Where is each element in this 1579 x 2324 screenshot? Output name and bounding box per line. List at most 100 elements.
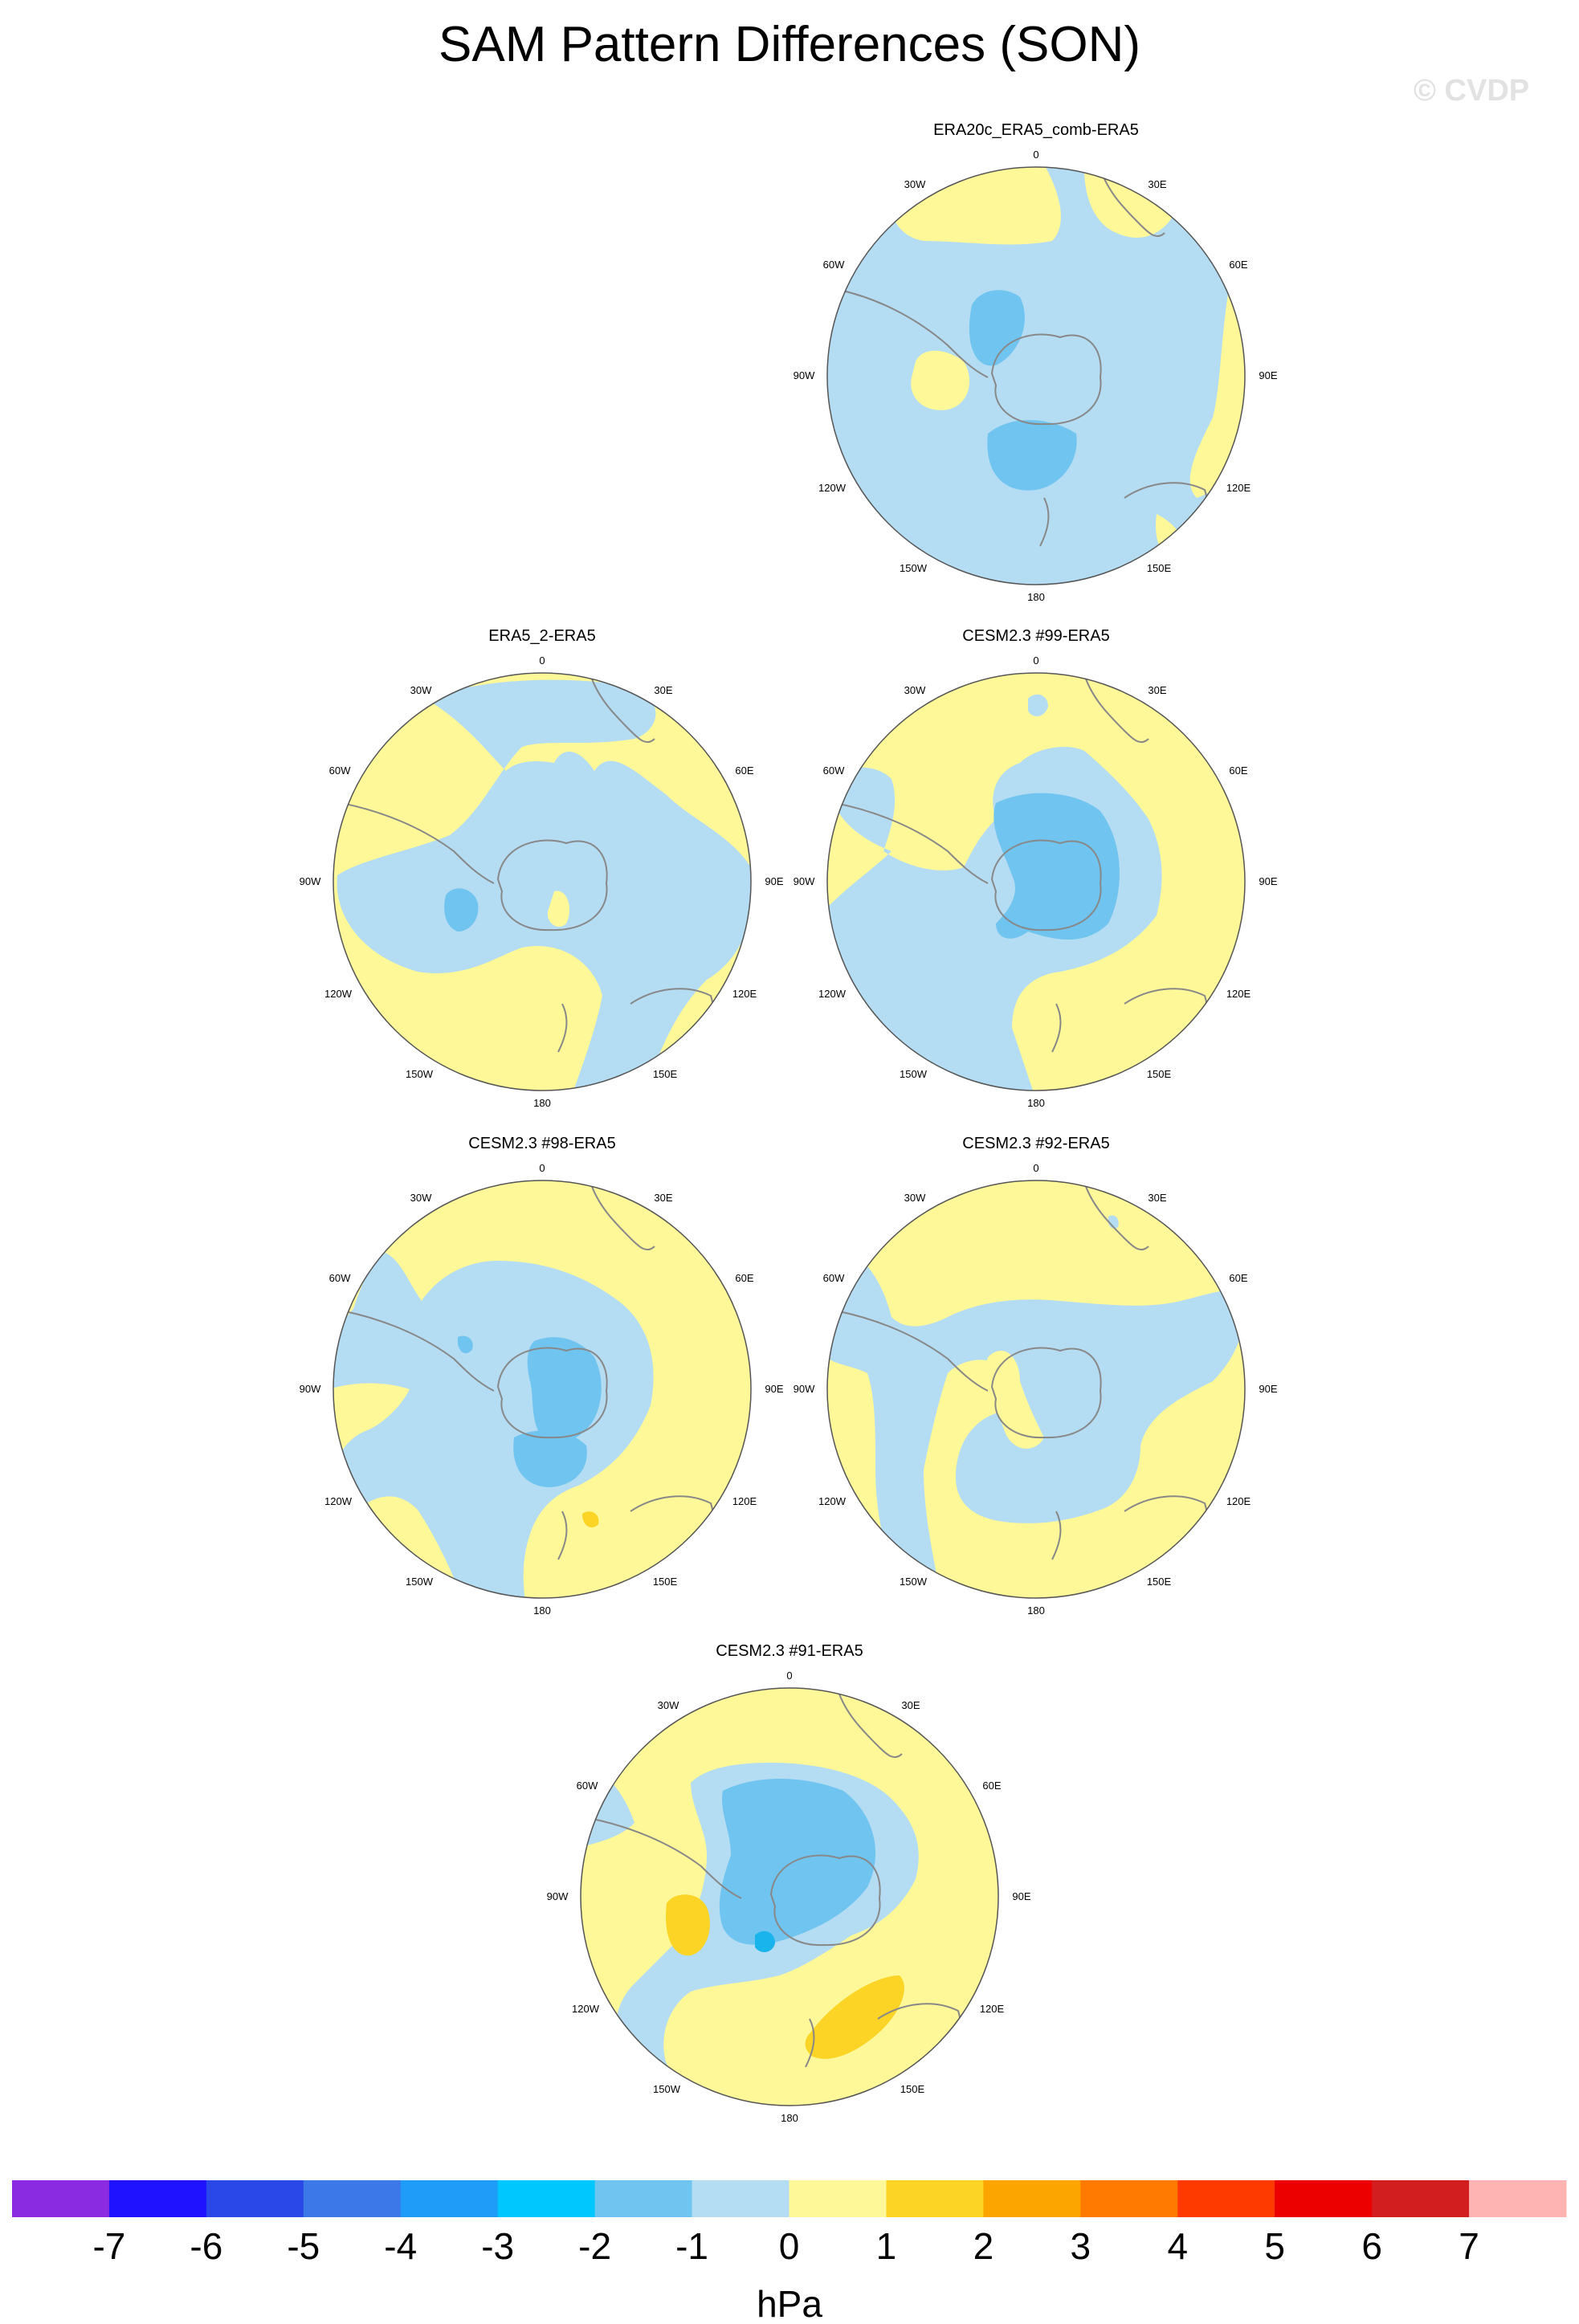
coastline [1100, 168, 1165, 238]
lon-label: 120W [324, 1495, 353, 1507]
positive-anomaly-region [547, 891, 570, 928]
lon-label: 150E [1147, 562, 1172, 574]
colorbar-swatch [1469, 2180, 1567, 2217]
lon-label: 120W [818, 1495, 847, 1507]
lon-label: 60W [577, 1780, 598, 1792]
panel-title: CESM2.3 #91-ERA5 [716, 1642, 863, 1660]
colorbar-swatch [303, 2180, 402, 2217]
map-panel-era20c: ERA20c_ERA5_comb-ERA5 0 30E 60E 90E 120E… [794, 121, 1278, 603]
map-boundary [580, 1687, 999, 2106]
colorbar-swatch [594, 2180, 693, 2217]
colorbar-swatch [1080, 2180, 1178, 2217]
positive-anomaly-region [985, 1350, 1044, 1449]
coastline [590, 1181, 655, 1251]
coastline [805, 2018, 815, 2068]
figure-title: SAM Pattern Differences (SON) [438, 17, 1141, 72]
colorbar-swatch [692, 2180, 790, 2217]
colorbar-tick-label: -3 [481, 2225, 514, 2267]
map-panel-cesm-99: CESM2.3 #99-ERA5 0 30E 60E 90E 120E 150E… [794, 627, 1278, 1109]
lon-label: 90W [300, 1383, 321, 1395]
lon-label: 150W [900, 1068, 928, 1080]
map-boundary [333, 672, 752, 1091]
coastline [590, 674, 655, 744]
negative-anomaly-region [994, 793, 1120, 940]
colorbar-tick-label: -5 [287, 2225, 320, 2267]
colorbar-swatch [206, 2180, 304, 2217]
coastline [834, 288, 989, 378]
colorbar-swatch [1372, 2180, 1470, 2217]
map-panel-cesm-98: CESM2.3 #98-ERA5 0 30E 60E 90E 120E 150E… [300, 1135, 784, 1617]
lon-label: 150W [653, 2083, 681, 2095]
lon-label: 30E [654, 684, 672, 696]
positive-anomaly-region [911, 350, 970, 410]
lon-label: 120W [818, 988, 847, 1000]
colorbar-swatch [400, 2180, 499, 2217]
colorbar-swatch [108, 2180, 207, 2217]
lon-label: 150E [653, 1576, 678, 1588]
lon-label: 120W [324, 988, 353, 1000]
coastline [496, 1347, 608, 1439]
colorbar-tick-label: 6 [1361, 2225, 1382, 2267]
map-panel-cesm-92: CESM2.3 #92-ERA5 0 30E 60E 90E 120E 150E… [794, 1135, 1278, 1617]
coastline [1051, 1003, 1062, 1053]
positive-anomaly-region [582, 1511, 599, 1527]
colorbar-tick-label: 7 [1459, 2225, 1479, 2267]
colorbar-swatch [1275, 2180, 1373, 2217]
lon-label: 150W [900, 1576, 928, 1588]
lon-label: 150W [406, 1068, 434, 1080]
lon-label: 30E [1148, 178, 1166, 190]
lon-label: 90E [1259, 369, 1277, 381]
map-boundary [826, 1180, 1246, 1599]
colorbar-tick-label: 1 [876, 2225, 897, 2267]
colorbar-tick-label: 0 [779, 2225, 800, 2267]
coastline [1051, 1511, 1062, 1560]
colorbar-tick-label: 4 [1167, 2225, 1188, 2267]
positive-anomaly-region [666, 1894, 710, 1956]
lon-label: 30W [904, 684, 926, 696]
coastline [834, 1310, 989, 1392]
lon-label: 60E [1229, 764, 1247, 777]
lon-label: 120E [1226, 988, 1251, 1000]
lon-label: 0 [1033, 654, 1038, 667]
colorbar-tick-label: -4 [384, 2225, 417, 2267]
lon-label: 60W [823, 259, 845, 271]
negative-anomaly-region [987, 420, 1077, 491]
negative-anomaly-region [444, 888, 479, 932]
lon-label: 120E [980, 2003, 1005, 2015]
colorbar-swatch [1177, 2180, 1275, 2217]
coastline [341, 1310, 495, 1392]
lon-label: 30E [901, 1699, 920, 1711]
lon-label: 90E [765, 875, 783, 887]
negative-anomaly-region [969, 290, 1025, 366]
negative-anomaly-region [827, 1253, 1245, 1590]
negative-anomaly-region [513, 1430, 587, 1487]
lon-label: 30W [410, 1192, 432, 1204]
lon-label: 180 [1027, 1604, 1045, 1617]
colorbar-tick-label: 5 [1264, 2225, 1285, 2267]
longitude-labels: 0 30E 60E 90E 120E 150E 180 150W 120W 90… [794, 1162, 1278, 1617]
lon-label: 0 [786, 1670, 792, 1682]
map-boundary [333, 1180, 752, 1599]
lon-label: 0 [539, 654, 545, 667]
colorbar-swatch [497, 2180, 596, 2217]
map-boundary [826, 166, 1246, 585]
coastline [341, 802, 495, 884]
map-panels: ERA20c_ERA5_comb-ERA5 0 30E 60E 90E 120E… [300, 121, 1278, 2124]
lon-label: 90W [300, 875, 321, 887]
cvdp-watermark: © CVDP [1414, 74, 1530, 108]
panel-title: CESM2.3 #98-ERA5 [468, 1135, 615, 1152]
lon-label: 30W [410, 684, 432, 696]
lon-label: 60E [735, 764, 753, 777]
coastline [837, 1689, 903, 1759]
colorbar-unit-label: hPa [757, 2283, 822, 2324]
colorbar-tick-label: -1 [675, 2225, 708, 2267]
positive-anomaly-region [602, 1886, 618, 1899]
lon-label: 30W [904, 178, 926, 190]
lon-label: 60W [329, 1272, 351, 1284]
lon-label: 60W [329, 764, 351, 777]
lon-label: 150W [406, 1576, 434, 1588]
coastline [990, 839, 1102, 932]
lon-label: 150W [900, 562, 928, 574]
lon-label: 120E [732, 988, 757, 1000]
lon-label: 0 [1033, 149, 1038, 161]
